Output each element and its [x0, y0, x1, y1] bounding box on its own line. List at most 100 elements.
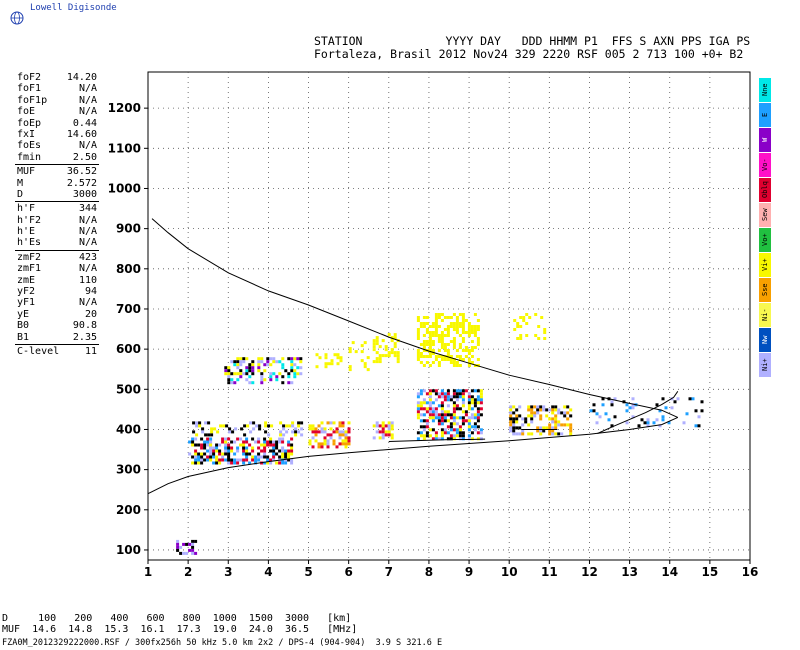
- echo-pixel: [197, 458, 201, 462]
- echo-pixel: [467, 395, 471, 399]
- echo-pixel: [285, 430, 289, 434]
- echo-pixel: [300, 433, 304, 437]
- param-value: N/A: [78, 297, 97, 309]
- echo-pixel: [294, 427, 298, 431]
- echo-pixel: [470, 425, 474, 429]
- param-row-foep: foEp 0.44: [17, 118, 97, 129]
- echo-pixel: [248, 375, 252, 379]
- param-value: 11: [84, 345, 97, 357]
- echo-pixel: [419, 407, 423, 411]
- echo-pixel: [288, 424, 292, 428]
- echo-pixel: [428, 428, 432, 432]
- echo-pixel: [320, 421, 324, 425]
- echo-pixel: [384, 345, 388, 349]
- echo-pixel: [275, 443, 279, 447]
- echo-pixel: [378, 424, 382, 428]
- echo-pixel: [227, 378, 231, 382]
- echo-pixel: [452, 325, 456, 328]
- param-label: zmE: [17, 274, 36, 286]
- echo-pixel: [416, 334, 420, 337]
- echo-pixel: [467, 334, 471, 337]
- echo-pixel: [479, 428, 483, 432]
- echo-pixel: [203, 446, 207, 450]
- echo-pixel: [476, 337, 480, 340]
- echo-pixel: [206, 458, 210, 462]
- echo-pixel: [242, 446, 246, 450]
- echo-pixel: [446, 392, 450, 396]
- echo-pixel: [257, 446, 261, 450]
- echo-pixel: [452, 364, 456, 367]
- echo-pixel: [449, 422, 453, 426]
- echo-pixel: [194, 437, 198, 441]
- echo-pixel: [440, 358, 444, 361]
- echo-pixel: [188, 452, 192, 456]
- echo-pixel: [443, 398, 447, 402]
- echo-pixel: [176, 539, 180, 543]
- echo-pixel: [254, 440, 258, 444]
- echo-pixel: [428, 331, 432, 334]
- param-row-ye: yE 20: [17, 309, 97, 320]
- echo-pixel: [419, 404, 423, 408]
- echo-pixel: [254, 458, 258, 462]
- echo-pixel: [452, 404, 456, 408]
- echo-pixel: [443, 419, 447, 423]
- echo-pixel: [227, 375, 231, 379]
- echo-pixel: [251, 446, 255, 450]
- echo-pixel: [416, 416, 420, 420]
- logo-text: Lowell Digisonde: [30, 3, 117, 13]
- echo-pixel: [344, 445, 348, 449]
- echo-pixel: [440, 404, 444, 408]
- echo-pixel: [390, 436, 394, 440]
- echo-pixel: [428, 434, 432, 438]
- echo-pixel: [473, 334, 477, 337]
- echo-pixel: [296, 372, 300, 376]
- echo-pixel: [536, 411, 540, 415]
- echo-pixel: [521, 423, 525, 427]
- echo-pixel: [228, 430, 232, 434]
- echo-pixel: [323, 430, 327, 434]
- echo-pixel: [390, 427, 394, 431]
- echo-pixel: [548, 429, 552, 433]
- echo-pixel: [461, 434, 465, 438]
- echo-pixel: [440, 392, 444, 396]
- echo-pixel: [446, 352, 450, 355]
- echo-pixel: [458, 313, 462, 316]
- echo-pixel: [293, 372, 297, 376]
- echo-pixel: [393, 342, 397, 346]
- echo-pixel: [390, 424, 394, 428]
- echo-pixel: [360, 350, 364, 354]
- echo-pixel: [320, 445, 324, 449]
- echo-pixel: [278, 440, 282, 444]
- echo-pixel: [434, 389, 438, 393]
- echo-pixel: [317, 442, 321, 446]
- echo-pixel: [332, 442, 336, 446]
- echo-pixel: [269, 443, 273, 447]
- echo-pixel: [697, 415, 701, 419]
- echo-pixel: [191, 443, 195, 447]
- echo-pixel: [425, 343, 429, 346]
- param-value: 2.572: [66, 177, 97, 189]
- echo-pixel: [604, 412, 608, 416]
- echo-pixel: [257, 360, 261, 364]
- param-label: h'Es: [17, 237, 42, 249]
- echo-pixel: [221, 455, 225, 459]
- echo-pixel: [287, 381, 291, 385]
- echo-pixel: [206, 440, 210, 444]
- echo-pixel: [275, 360, 279, 364]
- echo-pixel: [207, 433, 211, 437]
- echo-pixel: [452, 389, 456, 393]
- echo-pixel: [479, 395, 483, 399]
- echo-pixel: [260, 378, 264, 382]
- echo-pixel: [419, 392, 423, 396]
- param-row-zmf2: zmF2 423: [17, 252, 97, 263]
- echo-pixel: [476, 343, 480, 346]
- echo-pixel: [422, 355, 426, 358]
- echo-pixel: [537, 325, 541, 328]
- legend-swatch: Sew: [759, 203, 771, 227]
- echo-pixel: [317, 445, 321, 449]
- echo-pixel: [682, 421, 686, 425]
- x-tick-label: 16: [742, 565, 759, 579]
- echo-pixel: [428, 407, 432, 411]
- echo-pixel: [452, 407, 456, 411]
- echo-pixel: [509, 411, 513, 415]
